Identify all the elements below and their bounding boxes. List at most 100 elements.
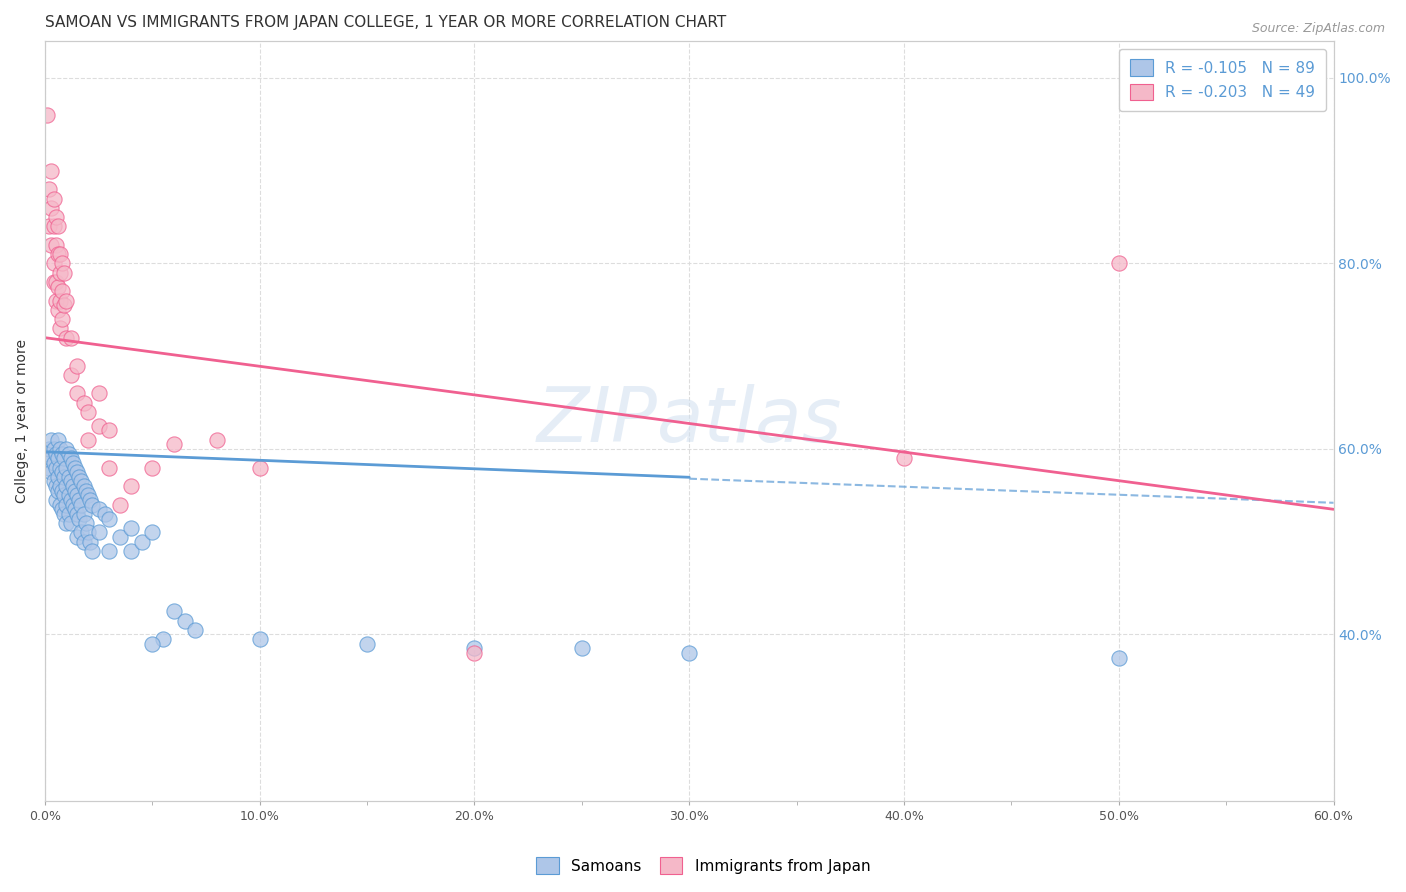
Point bbox=[79, 534, 101, 549]
Point bbox=[45, 479, 67, 493]
Point bbox=[77, 525, 100, 540]
Point bbox=[1108, 256, 1130, 270]
Point bbox=[53, 451, 76, 466]
Point bbox=[152, 632, 174, 647]
Point bbox=[63, 460, 86, 475]
Point bbox=[893, 451, 915, 466]
Point bbox=[678, 646, 700, 660]
Point bbox=[51, 312, 73, 326]
Point bbox=[108, 530, 131, 544]
Point bbox=[53, 488, 76, 502]
Point bbox=[49, 442, 72, 456]
Point bbox=[51, 483, 73, 498]
Point bbox=[45, 493, 67, 508]
Point bbox=[49, 293, 72, 308]
Point bbox=[66, 488, 89, 502]
Point bbox=[70, 525, 93, 540]
Point bbox=[42, 192, 65, 206]
Point bbox=[46, 219, 69, 234]
Point bbox=[53, 266, 76, 280]
Point bbox=[51, 465, 73, 479]
Point bbox=[59, 516, 82, 531]
Point bbox=[98, 544, 121, 558]
Point bbox=[59, 475, 82, 489]
Point bbox=[46, 483, 69, 498]
Point bbox=[63, 502, 86, 516]
Point bbox=[77, 433, 100, 447]
Point bbox=[51, 447, 73, 461]
Point bbox=[82, 498, 104, 512]
Point bbox=[46, 451, 69, 466]
Point bbox=[75, 516, 97, 531]
Point bbox=[42, 219, 65, 234]
Point bbox=[249, 632, 271, 647]
Point bbox=[58, 447, 80, 461]
Point bbox=[46, 279, 69, 293]
Point bbox=[98, 460, 121, 475]
Point bbox=[173, 614, 195, 628]
Point bbox=[66, 359, 89, 373]
Point bbox=[66, 507, 89, 521]
Point bbox=[77, 488, 100, 502]
Point bbox=[41, 201, 63, 215]
Point bbox=[55, 293, 77, 308]
Point bbox=[46, 302, 69, 317]
Point bbox=[67, 493, 90, 508]
Point bbox=[72, 534, 94, 549]
Point bbox=[41, 451, 63, 466]
Point bbox=[41, 465, 63, 479]
Point bbox=[49, 247, 72, 261]
Point bbox=[356, 637, 378, 651]
Point bbox=[67, 470, 90, 484]
Point bbox=[41, 433, 63, 447]
Point bbox=[75, 483, 97, 498]
Legend: R = -0.105   N = 89, R = -0.203   N = 49: R = -0.105 N = 89, R = -0.203 N = 49 bbox=[1119, 48, 1326, 111]
Point bbox=[45, 447, 67, 461]
Point bbox=[70, 475, 93, 489]
Point bbox=[49, 266, 72, 280]
Point bbox=[205, 433, 228, 447]
Point bbox=[42, 475, 65, 489]
Point bbox=[66, 386, 89, 401]
Point bbox=[62, 479, 84, 493]
Legend: Samoans, Immigrants from Japan: Samoans, Immigrants from Japan bbox=[530, 851, 876, 880]
Point bbox=[82, 544, 104, 558]
Point bbox=[87, 502, 110, 516]
Point bbox=[55, 460, 77, 475]
Point bbox=[249, 460, 271, 475]
Point bbox=[55, 516, 77, 531]
Point bbox=[51, 502, 73, 516]
Point bbox=[38, 460, 60, 475]
Point bbox=[77, 405, 100, 419]
Point bbox=[63, 483, 86, 498]
Point bbox=[120, 521, 142, 535]
Point bbox=[37, 447, 59, 461]
Point bbox=[141, 525, 163, 540]
Point bbox=[51, 256, 73, 270]
Point bbox=[55, 442, 77, 456]
Point bbox=[66, 465, 89, 479]
Point bbox=[72, 395, 94, 409]
Point bbox=[72, 507, 94, 521]
Point bbox=[49, 498, 72, 512]
Point bbox=[79, 493, 101, 508]
Point bbox=[53, 470, 76, 484]
Point bbox=[62, 456, 84, 470]
Point bbox=[98, 511, 121, 525]
Point bbox=[55, 331, 77, 345]
Point bbox=[463, 646, 485, 660]
Point bbox=[141, 637, 163, 651]
Point bbox=[41, 163, 63, 178]
Point bbox=[163, 604, 186, 618]
Point bbox=[59, 331, 82, 345]
Point bbox=[72, 479, 94, 493]
Point bbox=[45, 293, 67, 308]
Point bbox=[49, 479, 72, 493]
Point bbox=[58, 507, 80, 521]
Point bbox=[94, 507, 117, 521]
Point bbox=[98, 424, 121, 438]
Point bbox=[45, 238, 67, 252]
Point bbox=[67, 511, 90, 525]
Point bbox=[55, 498, 77, 512]
Point bbox=[38, 182, 60, 196]
